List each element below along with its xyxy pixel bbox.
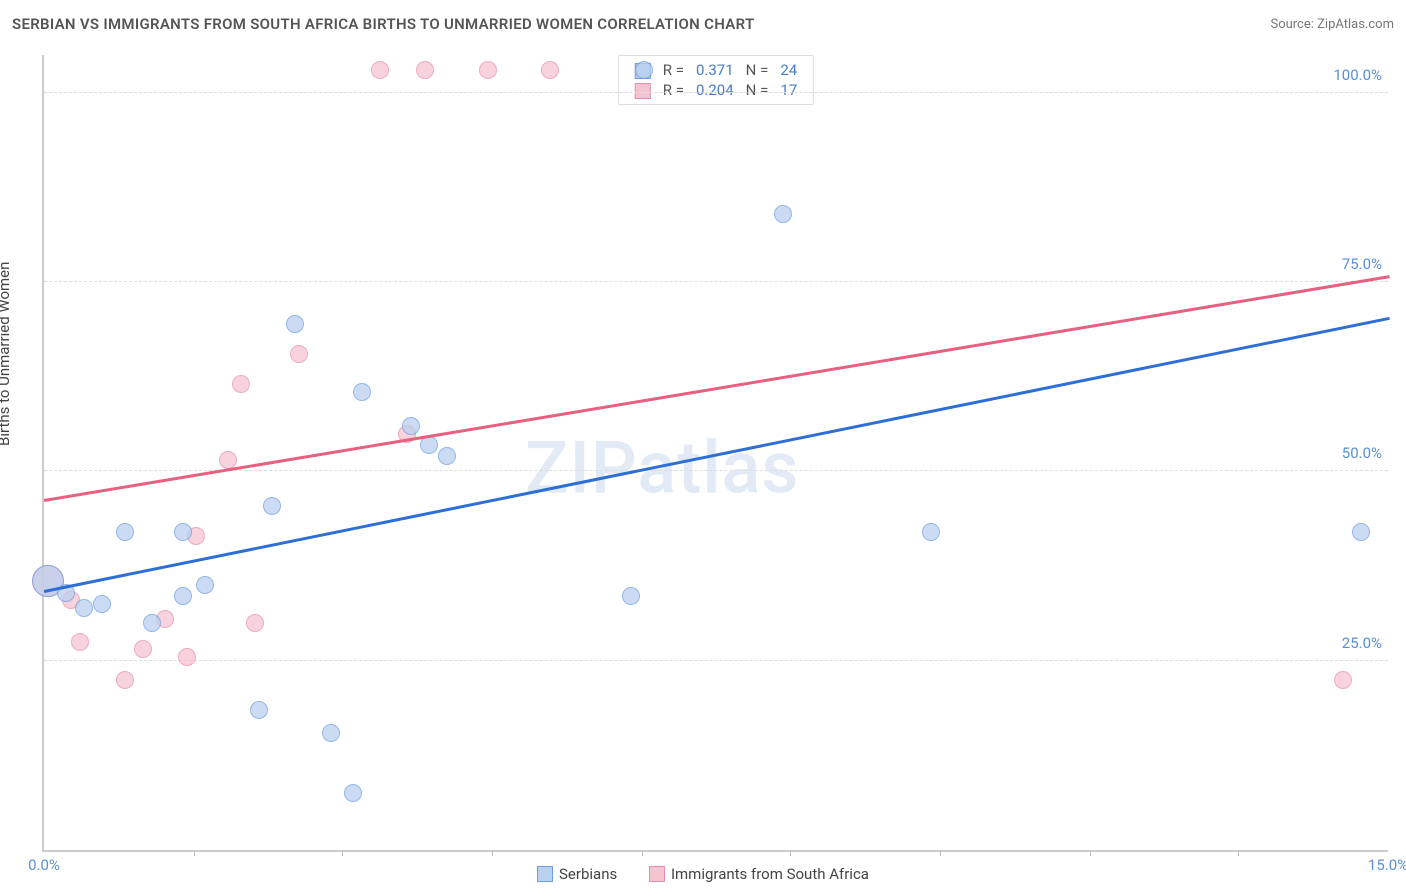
legend-label-a: Serbians bbox=[559, 865, 617, 883]
point-series-b bbox=[246, 614, 264, 632]
source-name: ZipAtlas.com bbox=[1317, 17, 1394, 32]
xtick-mark bbox=[940, 850, 941, 856]
point-series-a bbox=[174, 587, 192, 605]
point-series-b bbox=[416, 61, 434, 79]
point-series-a bbox=[263, 497, 281, 515]
gridline bbox=[44, 281, 1388, 282]
point-series-a bbox=[143, 614, 161, 632]
gridline bbox=[44, 92, 1388, 93]
xtick-mark bbox=[790, 850, 791, 856]
point-series-a bbox=[322, 724, 340, 742]
point-series-a bbox=[196, 576, 214, 594]
legend-item-b: Immigrants from South Africa bbox=[649, 865, 869, 883]
point-series-a bbox=[250, 701, 268, 719]
ytick-label: 50.0% bbox=[1342, 444, 1382, 462]
point-series-b bbox=[178, 648, 196, 666]
swatch-a-icon bbox=[537, 866, 553, 882]
ytick-label: 75.0% bbox=[1342, 255, 1382, 273]
gridline bbox=[44, 470, 1388, 471]
point-series-a bbox=[344, 784, 362, 802]
legend-item-a: Serbians bbox=[537, 865, 617, 883]
point-series-b bbox=[71, 633, 89, 651]
point-series-b bbox=[116, 671, 134, 689]
legend-label-b: Immigrants from South Africa bbox=[671, 865, 869, 883]
xtick-mark bbox=[1090, 850, 1091, 856]
legend-series: Serbians Immigrants from South Africa bbox=[0, 865, 1406, 886]
point-series-a bbox=[922, 523, 940, 541]
xtick-mark bbox=[194, 850, 195, 856]
xtick-mark bbox=[1238, 850, 1239, 856]
ytick-label: 100.0% bbox=[1333, 66, 1382, 84]
xtick-mark bbox=[642, 850, 643, 856]
chart-title: SERBIAN VS IMMIGRANTS FROM SOUTH AFRICA … bbox=[12, 15, 754, 33]
n-label-a: N = bbox=[740, 60, 775, 80]
source-label: Source: bbox=[1270, 17, 1317, 32]
point-series-b bbox=[1334, 671, 1352, 689]
y-axis-label: Births to Unmarried Women bbox=[0, 262, 13, 446]
point-series-a bbox=[438, 447, 456, 465]
point-series-b bbox=[479, 61, 497, 79]
n-value-a: 24 bbox=[774, 60, 803, 80]
trendline-series-a bbox=[44, 317, 1390, 593]
point-series-a bbox=[116, 523, 134, 541]
r-label-a: R = bbox=[657, 60, 690, 80]
point-series-b bbox=[371, 61, 389, 79]
watermark: ZIPatlas bbox=[525, 426, 799, 511]
xtick-mark bbox=[492, 850, 493, 856]
source-attr: Source: ZipAtlas.com bbox=[1270, 17, 1394, 32]
point-series-a bbox=[402, 417, 420, 435]
r-label-b: R = bbox=[657, 80, 690, 100]
swatch-b-icon bbox=[649, 866, 665, 882]
point-series-b bbox=[134, 640, 152, 658]
point-series-a bbox=[635, 61, 653, 79]
point-series-a bbox=[93, 595, 111, 613]
point-series-a bbox=[1352, 523, 1370, 541]
r-value-a: 0.371 bbox=[690, 60, 740, 80]
n-label-b: N = bbox=[740, 80, 775, 100]
point-series-a bbox=[286, 315, 304, 333]
plot-area: ZIPatlas R = 0.371 N = 24 R = 0.204 N = … bbox=[42, 55, 1388, 852]
xtick-mark bbox=[342, 850, 343, 856]
point-series-b bbox=[290, 345, 308, 363]
point-series-a bbox=[353, 383, 371, 401]
point-series-a bbox=[774, 205, 792, 223]
point-series-a bbox=[420, 436, 438, 454]
point-series-a bbox=[174, 523, 192, 541]
r-value-b: 0.204 bbox=[690, 80, 740, 100]
ytick-label: 25.0% bbox=[1342, 634, 1382, 652]
point-series-a bbox=[622, 587, 640, 605]
gridline bbox=[44, 660, 1388, 661]
n-value-b: 17 bbox=[774, 80, 803, 100]
point-series-b bbox=[541, 61, 559, 79]
point-series-a bbox=[75, 599, 93, 617]
point-series-b bbox=[232, 375, 250, 393]
